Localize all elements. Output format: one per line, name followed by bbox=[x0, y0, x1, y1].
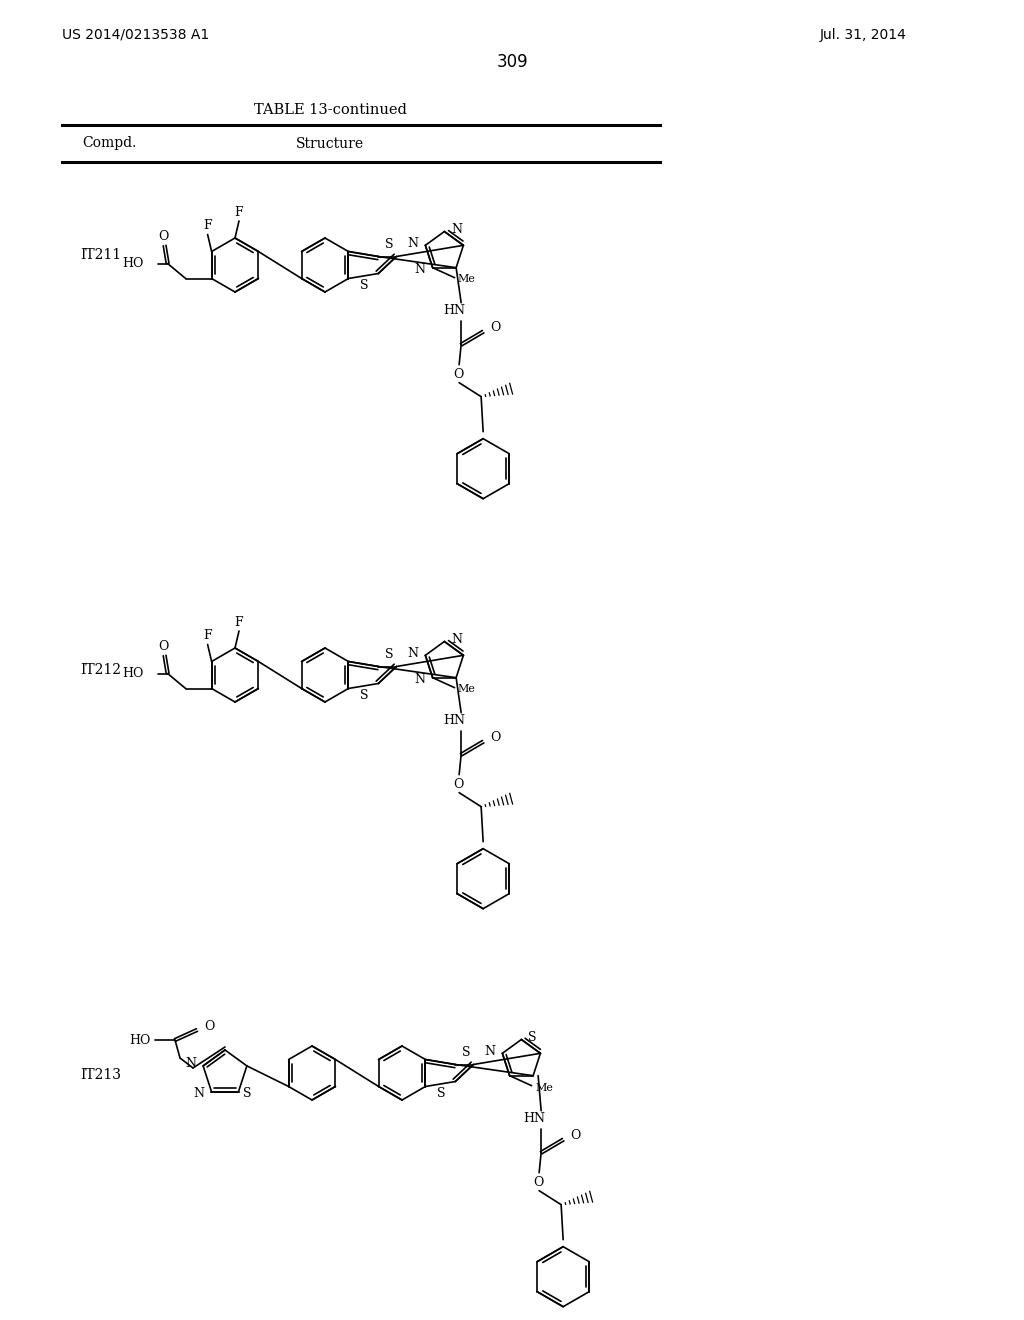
Text: O: O bbox=[453, 368, 463, 381]
Text: O: O bbox=[490, 321, 501, 334]
Text: S: S bbox=[243, 1088, 251, 1100]
Text: O: O bbox=[532, 1176, 544, 1189]
Text: N: N bbox=[452, 634, 463, 645]
Text: HN: HN bbox=[523, 1113, 545, 1125]
Text: O: O bbox=[490, 731, 501, 744]
Text: HO: HO bbox=[122, 667, 143, 680]
Text: S: S bbox=[385, 238, 393, 251]
Text: O: O bbox=[204, 1020, 214, 1034]
Text: IT211: IT211 bbox=[80, 248, 121, 261]
Text: IT212: IT212 bbox=[80, 663, 121, 677]
Text: Structure: Structure bbox=[296, 136, 365, 150]
Text: N: N bbox=[185, 1057, 197, 1071]
Text: N: N bbox=[452, 223, 463, 236]
Text: Compd.: Compd. bbox=[82, 136, 136, 150]
Text: F: F bbox=[234, 206, 244, 219]
Text: Me: Me bbox=[458, 273, 475, 284]
Text: S: S bbox=[437, 1086, 445, 1100]
Text: F: F bbox=[234, 615, 244, 628]
Text: Jul. 31, 2014: Jul. 31, 2014 bbox=[820, 28, 907, 42]
Text: US 2014/0213538 A1: US 2014/0213538 A1 bbox=[62, 28, 209, 42]
Text: HO: HO bbox=[122, 257, 143, 271]
Text: O: O bbox=[453, 779, 463, 791]
Text: N: N bbox=[415, 673, 426, 686]
Text: N: N bbox=[415, 263, 426, 276]
Text: O: O bbox=[159, 230, 169, 243]
Text: N: N bbox=[408, 236, 419, 249]
Text: S: S bbox=[360, 689, 369, 702]
Text: IT213: IT213 bbox=[80, 1068, 121, 1082]
Text: N: N bbox=[408, 647, 419, 660]
Text: S: S bbox=[360, 279, 369, 292]
Text: F: F bbox=[204, 630, 212, 642]
Text: TABLE 13-continued: TABLE 13-continued bbox=[254, 103, 407, 117]
Text: N: N bbox=[484, 1045, 496, 1057]
Text: F: F bbox=[204, 219, 212, 232]
Text: O: O bbox=[159, 640, 169, 653]
Text: HN: HN bbox=[443, 304, 465, 317]
Text: 309: 309 bbox=[497, 53, 527, 71]
Text: S: S bbox=[385, 648, 393, 661]
Text: HN: HN bbox=[443, 714, 465, 727]
Text: S: S bbox=[462, 1045, 471, 1059]
Text: O: O bbox=[570, 1129, 581, 1142]
Text: Me: Me bbox=[458, 684, 475, 694]
Text: N: N bbox=[194, 1088, 205, 1100]
Text: Me: Me bbox=[536, 1082, 554, 1093]
Text: S: S bbox=[528, 1031, 537, 1044]
Text: HO: HO bbox=[130, 1034, 151, 1047]
